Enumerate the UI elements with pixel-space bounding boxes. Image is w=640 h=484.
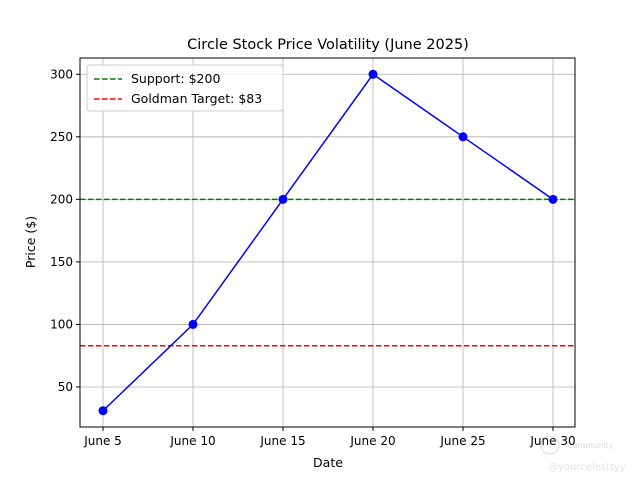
y-tick-label: 150 [50,255,73,269]
data-point [368,69,378,79]
watermark-line1: Community [567,441,614,450]
price-line [102,73,554,412]
y-tick-label: 100 [50,317,73,331]
x-tick-label: June 10 [169,434,215,448]
y-tick-label: 250 [50,130,73,144]
legend: Support: $200 Goldman Target: $83 [86,64,284,112]
x-tick-label: June 30 [529,434,575,448]
y-tick-label: 200 [50,192,73,206]
data-point [458,132,468,142]
x-axis-label: Date [313,455,343,470]
y-tick-label: 300 [50,67,73,81]
data-point [278,194,288,204]
legend-label: Support: $200 [131,71,220,86]
x-tick-label: June 20 [349,434,395,448]
chart-title: Circle Stock Price Volatility (June 2025… [187,37,469,53]
data-point [98,406,108,416]
x-tick-label: June 25 [439,434,485,448]
y-axis-label: Price ($) [23,216,38,268]
plot-frame [79,57,576,428]
legend-label: Goldman Target: $83 [131,91,262,106]
x-tick-label: June 15 [259,434,305,448]
x-tick-label: June 5 [83,434,122,448]
y-tick-label: 50 [58,380,73,394]
data-point [548,194,558,204]
watermark: Community @yourcelesttyy [540,435,626,473]
data-point [188,319,198,329]
watermark-line2: @yourcelesttyy [548,462,626,473]
